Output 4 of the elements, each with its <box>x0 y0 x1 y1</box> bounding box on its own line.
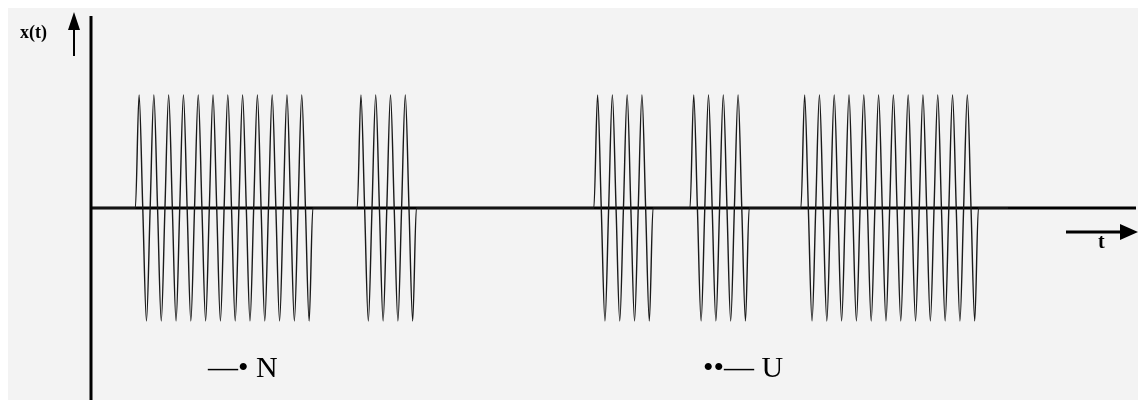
x-axis-title: t <box>1098 230 1105 253</box>
text: ••— U <box>703 350 784 384</box>
y-axis-title: x(t) <box>20 22 47 43</box>
text: —• N <box>208 350 278 384</box>
